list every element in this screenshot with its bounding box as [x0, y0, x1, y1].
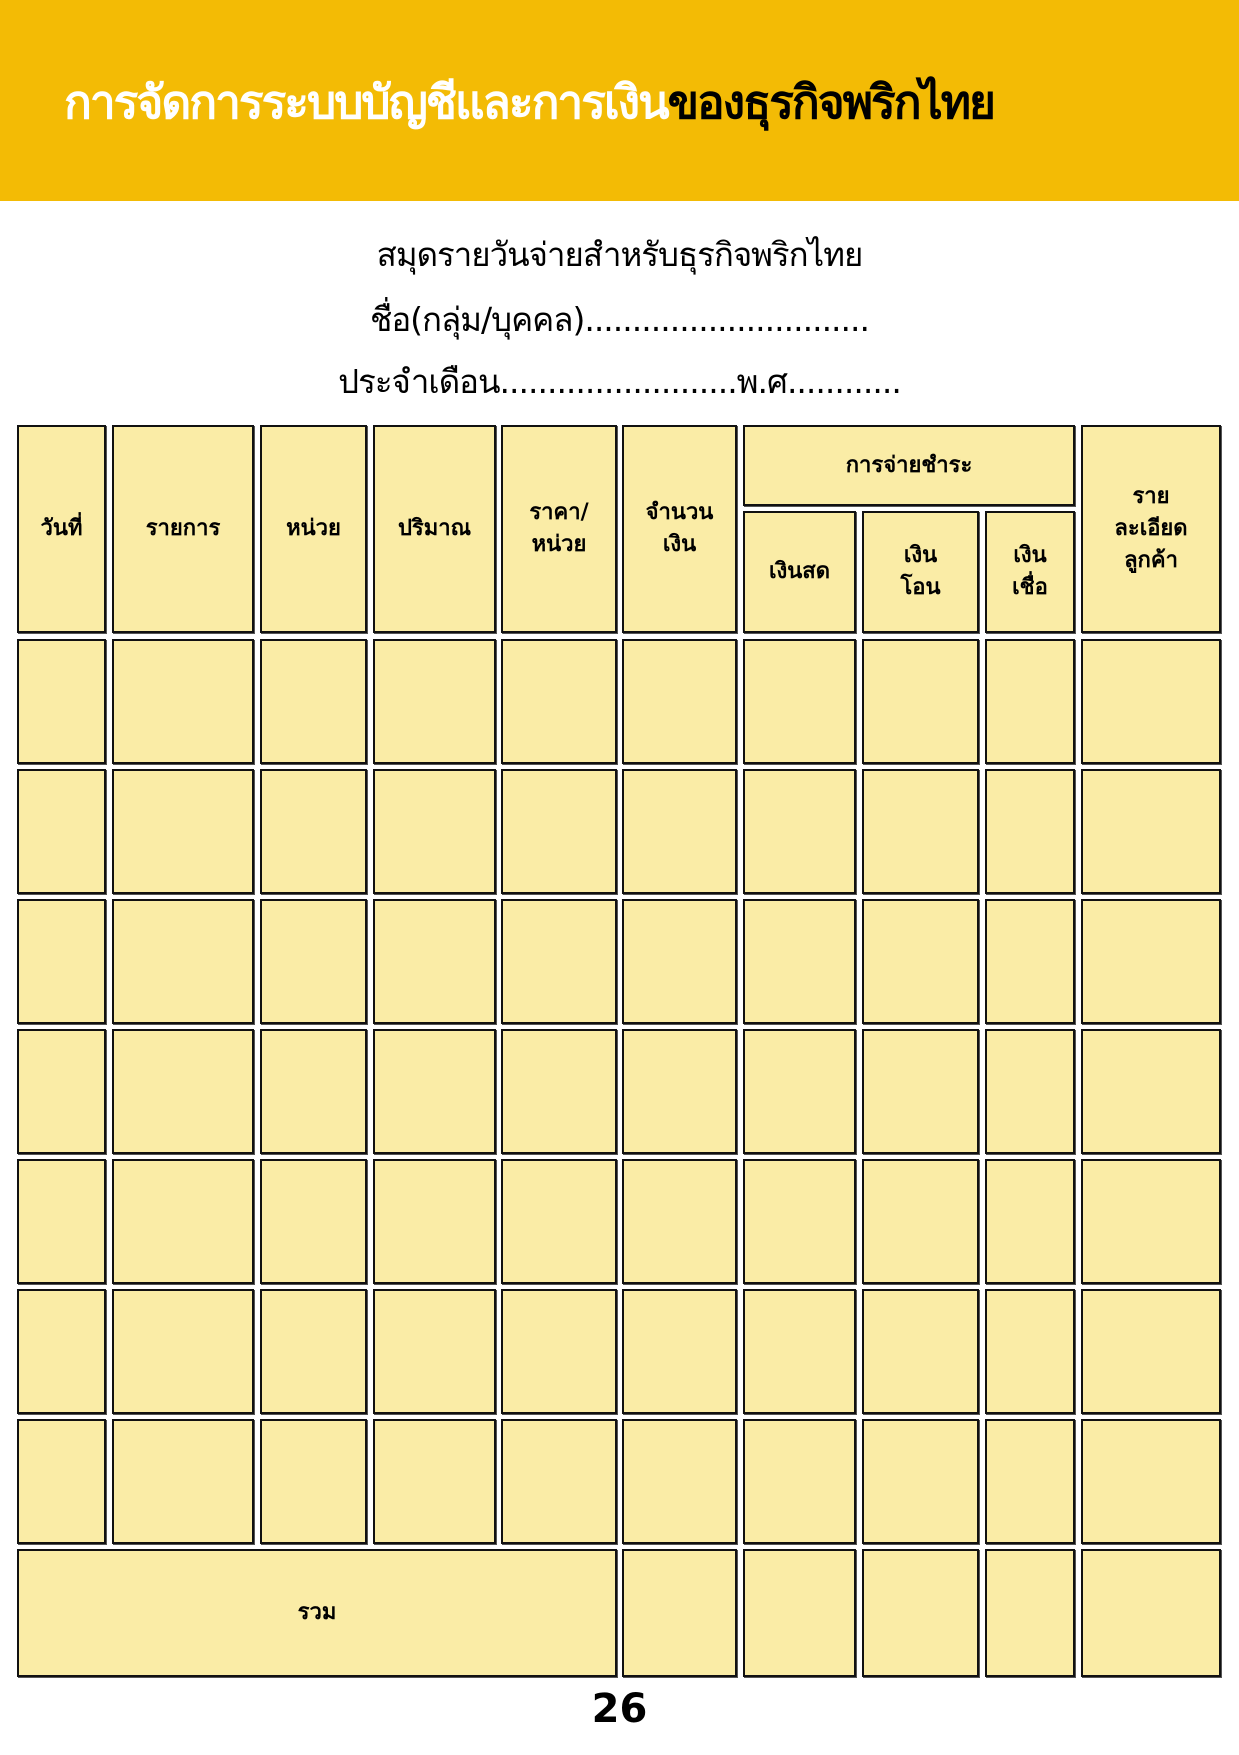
- table-cell[interactable]: [985, 1289, 1075, 1414]
- header-cell: ราย ละเอียด ลูกค้า: [1081, 425, 1221, 633]
- header-subcell: เงิน โอน: [862, 511, 979, 633]
- table-cell[interactable]: [501, 899, 617, 1024]
- table-cell[interactable]: [373, 1419, 496, 1544]
- header-cell: รายการ: [112, 425, 254, 633]
- table-cell[interactable]: [985, 639, 1075, 764]
- table-cell[interactable]: [260, 1159, 367, 1284]
- table-cell[interactable]: [985, 1029, 1075, 1154]
- table-cell[interactable]: [260, 639, 367, 764]
- table-cell[interactable]: [743, 1159, 856, 1284]
- total-label-cell: รวม: [17, 1549, 617, 1677]
- table-cell[interactable]: [743, 899, 856, 1024]
- name-line: ชื่อ(กลุ่ม/บุคคล).......................…: [369, 300, 870, 339]
- table-cell[interactable]: [862, 899, 979, 1024]
- header-cell: จำนวน เงิน: [622, 425, 737, 633]
- table-cell[interactable]: [1081, 1289, 1221, 1414]
- table-cell[interactable]: [622, 1419, 737, 1544]
- table-cell[interactable]: [743, 639, 856, 764]
- table-cell[interactable]: [622, 899, 737, 1024]
- total-cell[interactable]: [862, 1549, 979, 1677]
- table-cell[interactable]: [862, 639, 979, 764]
- total-cell[interactable]: [622, 1549, 737, 1677]
- table-cell[interactable]: [501, 1029, 617, 1154]
- total-cell[interactable]: [1081, 1549, 1221, 1677]
- table-cell[interactable]: [112, 899, 254, 1024]
- table-cell[interactable]: [862, 769, 979, 894]
- table-cell[interactable]: [17, 899, 106, 1024]
- table-cell[interactable]: [985, 899, 1075, 1024]
- table-cell[interactable]: [743, 1289, 856, 1414]
- table-cell[interactable]: [17, 1159, 106, 1284]
- table-cell[interactable]: [17, 1289, 106, 1414]
- table-cell[interactable]: [373, 899, 496, 1024]
- table-cell[interactable]: [985, 769, 1075, 894]
- table-cell[interactable]: [260, 899, 367, 1024]
- table-cell[interactable]: [17, 769, 106, 894]
- month-line: ประจำเดือน.........................พ.ศ..…: [338, 362, 902, 401]
- table-cell[interactable]: [260, 1029, 367, 1154]
- header-subcell: เงินสด: [743, 511, 856, 633]
- header-cell: วันที่: [17, 425, 106, 633]
- form-heading: สมุดรายวันจ่ายสำหรับธุรกิจพริกไทย: [376, 235, 864, 274]
- table-cell[interactable]: [373, 1029, 496, 1154]
- table-cell[interactable]: [1081, 899, 1221, 1024]
- table-cell[interactable]: [622, 639, 737, 764]
- table-cell[interactable]: [862, 1289, 979, 1414]
- header-subcell: เงิน เชื่อ: [985, 511, 1075, 633]
- header-payment-group: การจ่ายชำระ: [743, 425, 1075, 506]
- table-cell[interactable]: [112, 639, 254, 764]
- table-cell[interactable]: [501, 639, 617, 764]
- table-cell[interactable]: [1081, 1029, 1221, 1154]
- table-cell[interactable]: [743, 1419, 856, 1544]
- table-cell[interactable]: [112, 1159, 254, 1284]
- table-cell[interactable]: [862, 1029, 979, 1154]
- table-cell[interactable]: [622, 769, 737, 894]
- table-cell[interactable]: [17, 1419, 106, 1544]
- title-banner: [0, 0, 1239, 201]
- table-cell[interactable]: [112, 1029, 254, 1154]
- header-cell: ปริมาณ: [373, 425, 496, 633]
- header-cell: ราคา/ หน่วย: [501, 425, 617, 633]
- table-cell[interactable]: [501, 1159, 617, 1284]
- table-cell[interactable]: [260, 1419, 367, 1544]
- table-cell[interactable]: [501, 1419, 617, 1544]
- table-cell[interactable]: [622, 1029, 737, 1154]
- table-cell[interactable]: [501, 1289, 617, 1414]
- table-cell[interactable]: [373, 1289, 496, 1414]
- table-cell[interactable]: [622, 1289, 737, 1414]
- table-cell[interactable]: [373, 639, 496, 764]
- table-cell[interactable]: [985, 1419, 1075, 1544]
- table-cell[interactable]: [373, 1159, 496, 1284]
- table-cell[interactable]: [1081, 769, 1221, 894]
- table-cell[interactable]: [501, 769, 617, 894]
- table-cell[interactable]: [862, 1159, 979, 1284]
- table-cell[interactable]: [1081, 1159, 1221, 1284]
- table-cell[interactable]: [260, 769, 367, 894]
- table-cell[interactable]: [743, 1029, 856, 1154]
- total-cell[interactable]: [985, 1549, 1075, 1677]
- header-cell: หน่วย: [260, 425, 367, 633]
- table-cell[interactable]: [112, 769, 254, 894]
- table-cell[interactable]: [1081, 639, 1221, 764]
- table-cell[interactable]: [17, 1029, 106, 1154]
- table-cell[interactable]: [260, 1289, 367, 1414]
- table-cell[interactable]: [862, 1419, 979, 1544]
- table-cell[interactable]: [743, 769, 856, 894]
- table-cell[interactable]: [1081, 1419, 1221, 1544]
- page-number: 26: [591, 1686, 648, 1732]
- table-cell[interactable]: [373, 769, 496, 894]
- table-cell[interactable]: [985, 1159, 1075, 1284]
- page-title: การจัดการระบบบัญชีและการเงินของธุรกิจพริ…: [64, 75, 996, 129]
- table-cell[interactable]: [112, 1419, 254, 1544]
- table-cell[interactable]: [112, 1289, 254, 1414]
- table-cell[interactable]: [622, 1159, 737, 1284]
- total-cell[interactable]: [743, 1549, 856, 1677]
- table-cell[interactable]: [17, 639, 106, 764]
